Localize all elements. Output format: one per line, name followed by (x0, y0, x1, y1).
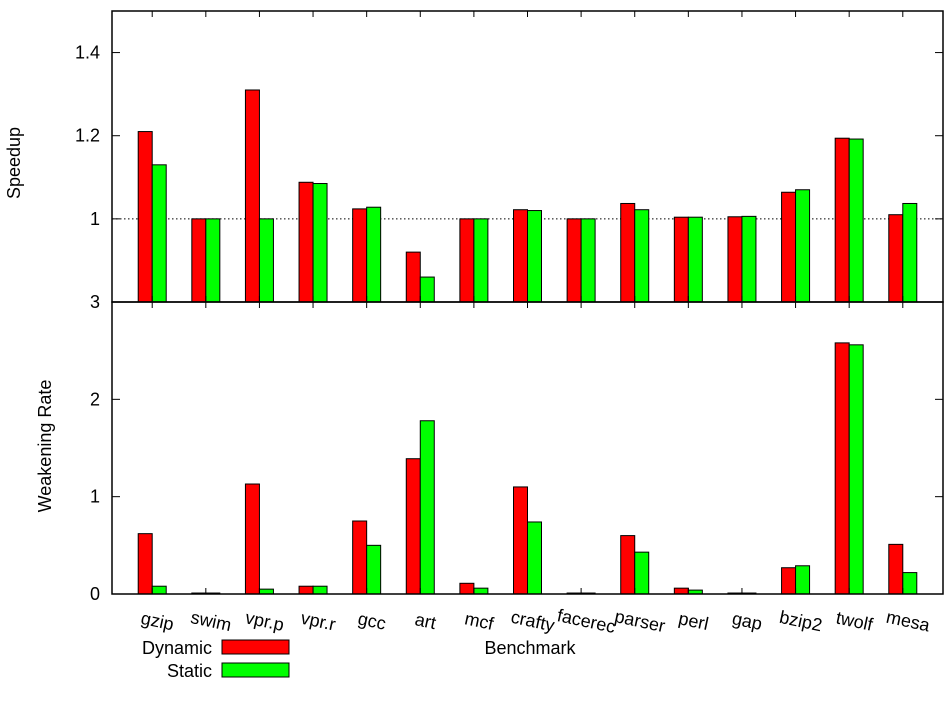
weakening-bar-static-mcf (473, 587, 489, 595)
weakening-ytick-label: 2 (90, 389, 100, 409)
bars-layer (137, 89, 918, 595)
bottom-y-axis-label: Weakening Rate (35, 380, 55, 513)
weakening-bar-static-gzip (151, 585, 167, 595)
speedup-bar-static-parser (634, 209, 650, 303)
speedup-bar-static-vpr-r (312, 183, 328, 303)
speedup-bar-static-facerec (580, 218, 596, 303)
speedup-bar-static-twolf (848, 138, 864, 303)
weakening-bar-dynamic-vpr-r (298, 585, 314, 595)
speedup-bar-static-gap (741, 215, 757, 303)
category-label-gcc: gcc (356, 608, 388, 633)
speedup-bar-static-vpr-p (258, 218, 274, 303)
weakening-bar-static-mesa (902, 572, 918, 595)
weakening-bar-dynamic-gcc (352, 520, 368, 595)
speedup-bar-static-gcc (366, 206, 382, 303)
weakening-bar-dynamic-bzip2 (781, 567, 797, 595)
category-label-vpr-r: vpr.r (299, 608, 337, 635)
weakening-bar-static-gcc (366, 544, 382, 595)
weakening-bar-dynamic-art (405, 458, 421, 595)
weakening-bar-dynamic-perl (673, 587, 689, 595)
legend-swatch-static (221, 662, 290, 678)
category-label-swim: swim (189, 607, 233, 635)
speedup-bar-dynamic-bzip2 (781, 191, 797, 303)
weakening-bar-dynamic-gzip (137, 533, 153, 595)
weakening-bar-static-vpr-r (312, 585, 328, 595)
weakening-bar-static-bzip2 (795, 565, 811, 595)
speedup-ytick-label: 1 (90, 209, 100, 229)
weakening-bar-static-parser (634, 551, 650, 595)
weakening-bar-dynamic-vpr-p (244, 483, 260, 595)
weakening-bar-dynamic-twolf (834, 342, 850, 595)
weakening-ytick-label: 3 (90, 292, 100, 312)
speedup-bar-dynamic-gzip (137, 131, 153, 303)
speedup-bar-dynamic-vpr-p (244, 89, 260, 303)
speedup-bar-static-swim (205, 218, 221, 303)
top-y-axis-label: Speedup (4, 127, 24, 199)
weakening-bar-static-twolf (848, 344, 864, 595)
category-label-mcf: mcf (463, 608, 496, 634)
category-label-crafty: crafty (509, 607, 556, 636)
speedup-bar-static-mcf (473, 218, 489, 303)
speedup-bar-dynamic-mcf (459, 218, 475, 303)
legend-label-static: Static (167, 661, 212, 681)
speedup-bar-static-mesa (902, 202, 918, 303)
category-label-vpr-p: vpr.p (244, 607, 286, 635)
x-axis-label: Benchmark (484, 638, 576, 658)
speedup-bar-dynamic-parser (620, 202, 636, 303)
legend-swatch-dynamic (221, 639, 290, 655)
speedup-bar-static-perl (687, 216, 703, 303)
category-label-gap: gap (730, 608, 764, 634)
weakening-bar-dynamic-mcf (459, 582, 475, 595)
speedup-bar-dynamic-swim (191, 218, 207, 303)
speedup-bar-dynamic-perl (673, 216, 689, 303)
speedup-bar-static-art (419, 276, 435, 303)
weakening-bar-dynamic-parser (620, 535, 636, 595)
labels-layer: 1 1.2 1.4 0 1 2 3 gzip swim vpr.p vpr.r gcc art mcf cr… (75, 43, 933, 637)
speedup-bar-dynamic-art (405, 251, 421, 303)
speedup-ytick-label: 1.4 (75, 43, 100, 63)
speedup-ytick-label: 1.2 (75, 126, 100, 146)
legend: Dynamic Static (142, 638, 290, 681)
category-label-perl: perl (677, 608, 711, 634)
weakening-bar-static-art (419, 420, 435, 595)
speedup-bar-dynamic-gcc (352, 208, 368, 303)
category-label-mesa: mesa (884, 607, 932, 636)
speedup-bar-static-bzip2 (795, 189, 811, 303)
speedup-bar-static-crafty (527, 210, 542, 303)
category-label-gzip: gzip (139, 608, 175, 634)
category-label-bzip2: bzip2 (778, 607, 824, 636)
axes-layer (111, 10, 944, 595)
weakening-bar-dynamic-mesa (888, 543, 904, 595)
speedup-bar-dynamic-facerec (566, 218, 582, 303)
speedup-bar-dynamic-crafty (513, 209, 528, 303)
category-label-parser: parser (613, 606, 667, 636)
weakening-bar-dynamic-crafty (513, 486, 528, 595)
weakening-ytick-label: 1 (90, 487, 100, 507)
speedup-bar-static-gzip (151, 164, 167, 303)
speedup-bar-dynamic-vpr-r (298, 181, 314, 303)
speedup-bar-dynamic-gap (727, 216, 743, 303)
legend-label-dynamic: Dynamic (142, 638, 212, 658)
category-label-art: art (413, 609, 438, 633)
weakening-bar-static-crafty (527, 521, 542, 595)
weakening-ytick-label: 0 (90, 584, 100, 604)
category-label-facerec: facerec (555, 605, 617, 637)
speedup-bar-dynamic-mesa (888, 214, 904, 303)
category-label-twolf: twolf (834, 608, 875, 635)
speedup-bar-dynamic-twolf (834, 137, 850, 303)
